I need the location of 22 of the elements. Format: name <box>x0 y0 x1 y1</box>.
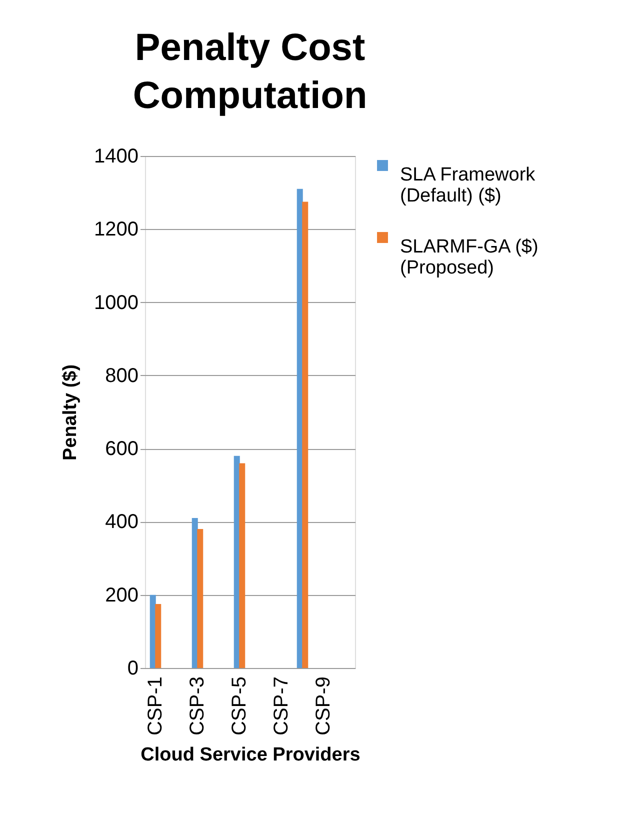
bar <box>155 604 162 668</box>
y-tick-label: 0 <box>127 658 138 680</box>
y-tick-label: 800 <box>105 364 138 387</box>
x-tick-label: CSP-5 <box>228 676 250 736</box>
legend-label: SLA Framework (Default) ($) <box>400 164 536 206</box>
y-tick-label: 200 <box>105 584 138 606</box>
bar <box>302 202 308 668</box>
x-tick-label: CSP-7 <box>270 676 292 736</box>
x-tick-label: CSP-3 <box>186 676 208 736</box>
bar <box>197 529 204 668</box>
y-axis-title: Penalty ($) <box>60 364 82 461</box>
y-tick-label: 1400 <box>94 146 138 168</box>
y-tick-label: 400 <box>105 511 138 534</box>
x-tick-label: CSP-1 <box>144 676 166 736</box>
x-tick-label: CSP-9 <box>312 676 334 736</box>
y-tick-label: 1200 <box>94 218 138 241</box>
x-axis-title: Cloud Service Providers <box>140 744 360 766</box>
y-tick-label: 1000 <box>94 292 138 314</box>
chart-title: Penalty Cost Computation <box>132 27 368 117</box>
y-tick-label: 600 <box>105 438 138 460</box>
legend-label: SLARMF-GA ($) (Proposed) <box>400 236 538 278</box>
bar <box>239 463 246 668</box>
